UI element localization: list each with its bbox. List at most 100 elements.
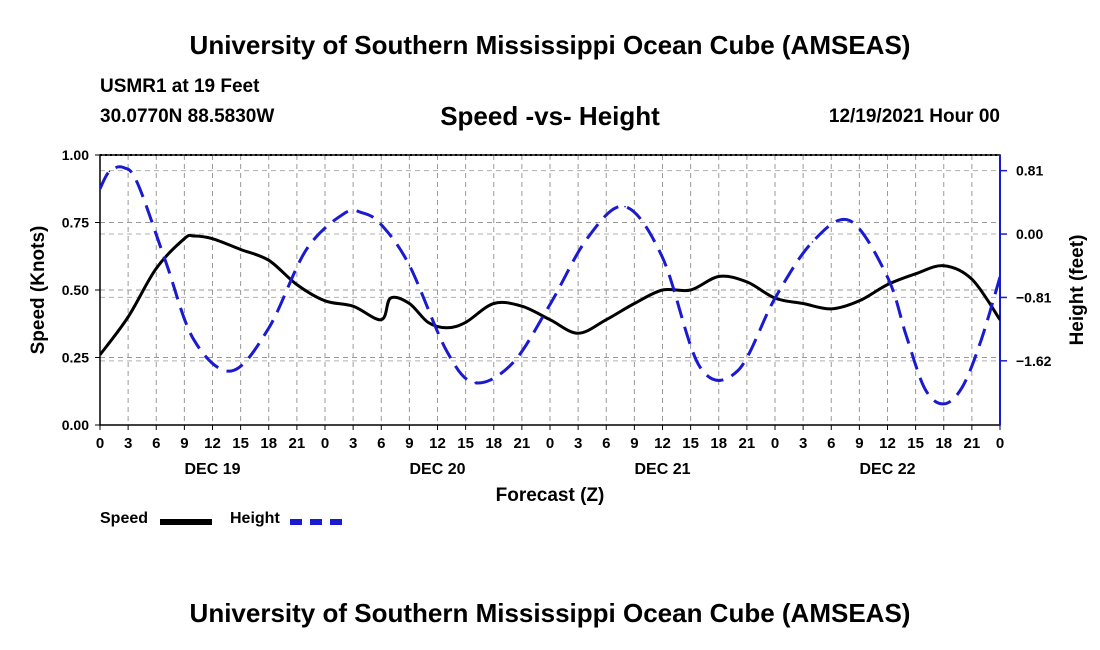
data-point-speed — [446, 327, 448, 329]
data-point-height — [474, 381, 476, 384]
data-point-speed — [633, 302, 636, 305]
data-point-speed — [605, 318, 608, 321]
data-point-speed — [717, 275, 720, 278]
data-point-speed — [802, 302, 804, 305]
x-tick-label: 12 — [654, 435, 671, 452]
x-tick-label: 18 — [485, 435, 502, 452]
data-point-height — [942, 403, 945, 405]
legend-height-label: Height — [230, 510, 280, 527]
data-point-height — [267, 327, 270, 329]
legend-height-swatch — [290, 519, 342, 525]
data-point-speed — [127, 316, 129, 318]
data-point-speed — [492, 302, 495, 305]
y-tick-label: 0.75 — [62, 215, 89, 231]
chart-subtitle: Speed -vs- Height — [440, 101, 660, 131]
data-point-speed — [942, 264, 945, 267]
data-point-speed — [267, 259, 270, 262]
data-point-height — [736, 370, 739, 372]
x-tick-label: 21 — [514, 435, 531, 452]
data-point-speed — [914, 273, 917, 275]
x-tick-label: 0 — [771, 435, 779, 452]
x-tick-label: 21 — [289, 435, 306, 452]
data-point-height — [549, 303, 551, 306]
x-tick-label: 3 — [799, 435, 807, 452]
data-point-speed — [296, 283, 298, 286]
data-point-height — [408, 264, 411, 267]
x-tick-label: 15 — [232, 435, 249, 452]
data-point-height — [305, 248, 308, 251]
data-point-height — [849, 219, 851, 222]
x-tick-label: 6 — [152, 435, 160, 452]
x-tick-label: 6 — [602, 435, 610, 452]
data-point-height — [624, 205, 626, 208]
data-point-height — [980, 338, 983, 341]
y-tick-label: 0.25 — [62, 350, 89, 366]
data-point-speed — [324, 300, 326, 302]
data-point-height — [100, 187, 101, 190]
x-tick-label: 15 — [682, 435, 699, 452]
legend-speed-swatch — [160, 519, 212, 525]
y2-tick-label: 0.00 — [1016, 226, 1043, 242]
x-tick-label: 12 — [429, 435, 446, 452]
data-point-speed — [886, 283, 889, 286]
data-point-height — [446, 350, 448, 353]
legend-speed-label: Speed — [100, 510, 149, 527]
y-axis-title: Speed (Knots) — [28, 226, 49, 355]
data-point-height — [511, 362, 514, 364]
data-point-speed — [155, 267, 158, 270]
data-point-speed — [689, 289, 692, 291]
x-tick-label: 3 — [124, 435, 132, 452]
data-point-height — [122, 166, 125, 169]
data-point-height — [774, 297, 776, 300]
x-tick-label: 9 — [630, 435, 638, 452]
data-point-speed — [183, 237, 186, 240]
y-tick-label: 0.50 — [62, 282, 89, 298]
x-tick-label: 9 — [855, 435, 863, 452]
data-point-height — [136, 182, 139, 184]
data-point-height — [961, 385, 964, 388]
x-tick-label: 3 — [574, 435, 582, 452]
data-point-speed — [999, 318, 1000, 321]
data-point-speed — [971, 278, 973, 281]
day-label: DEC 19 — [184, 461, 240, 478]
data-point-height — [699, 366, 701, 368]
y2-tick-label: −1.62 — [1016, 353, 1052, 369]
data-point-height — [361, 212, 364, 214]
x-tick-label: 21 — [739, 435, 756, 452]
coordinates-label: 30.0770N 88.5830W — [100, 106, 275, 127]
data-point-speed — [239, 248, 242, 251]
data-point-speed — [746, 281, 748, 283]
x-tick-label: 21 — [964, 435, 981, 452]
y2-tick-label: −0.81 — [1016, 289, 1052, 305]
data-point-speed — [858, 300, 861, 302]
day-label: DEC 20 — [409, 461, 465, 478]
y2-axis-title: Height (feet) — [1067, 235, 1088, 346]
data-point-height — [999, 276, 1000, 278]
x-tick-label: 9 — [405, 435, 413, 452]
data-point-height — [108, 170, 111, 173]
data-point-speed — [352, 305, 354, 308]
data-point-height — [380, 223, 383, 226]
x-tick-label: 18 — [710, 435, 727, 452]
data-point-height — [886, 276, 889, 278]
day-label: DEC 22 — [859, 461, 915, 478]
x-tick-label: 15 — [907, 435, 924, 452]
day-label: DEC 21 — [634, 461, 690, 478]
x-tick-label: 6 — [377, 435, 385, 452]
main-title: University of Southern Mississippi Ocean… — [189, 30, 911, 60]
footer-title: University of Southern Mississippi Ocean… — [189, 598, 911, 628]
data-point-speed — [427, 321, 429, 324]
data-point-height — [661, 256, 664, 259]
data-point-speed — [830, 308, 833, 310]
data-point-height — [342, 212, 345, 215]
data-point-height — [230, 370, 233, 372]
data-point-speed — [408, 302, 411, 305]
station-label: USMR1 at 19 Feet — [100, 76, 260, 97]
y-tick-label: 0.00 — [62, 417, 89, 433]
x-tick-label: 3 — [349, 435, 357, 452]
data-point-speed — [577, 332, 579, 335]
x-tick-label: 18 — [260, 435, 277, 452]
data-point-speed — [211, 237, 214, 240]
data-point-speed — [192, 235, 195, 237]
